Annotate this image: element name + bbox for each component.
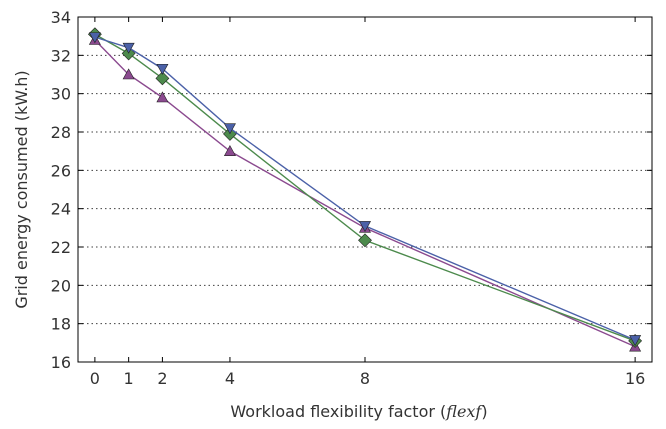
y-tick-label-20: 20: [51, 276, 71, 295]
series-0-point-2: [156, 91, 169, 103]
y-tick-label-24: 24: [51, 200, 71, 219]
series-line-1: [94, 33, 636, 342]
y-tick-label-30: 30: [51, 85, 71, 104]
series-0-point-1: [122, 68, 135, 80]
x-axis-label-prefix: Workload flexibility factor (: [230, 402, 446, 421]
series-2-point-2: [156, 63, 169, 75]
series-2: [88, 32, 642, 347]
x-axis-label-suffix: ): [481, 402, 487, 421]
grid-lines: [78, 54, 652, 325]
y-tick-label-32: 32: [51, 46, 71, 65]
series-line-2: [94, 36, 636, 341]
x-tick-label-8: 8: [360, 369, 370, 388]
series-layer: [87, 27, 643, 352]
y-tick-label-26: 26: [51, 161, 71, 180]
series-0: [88, 33, 642, 352]
x-axis-label: Workload flexibility factor (flexf): [230, 402, 487, 421]
y-axis-label: Grid energy consumed (kW.h): [12, 70, 31, 308]
x-axis-label-math: flexf: [445, 402, 484, 421]
x-tick-label-4: 4: [225, 369, 235, 388]
y-tick-label-22: 22: [51, 238, 71, 257]
x-tick-label-16: 16: [625, 369, 645, 388]
y-tick-label-16: 16: [51, 353, 71, 372]
series-2-point-8: [358, 221, 372, 233]
x-tick-label-0: 0: [90, 369, 100, 388]
x-tick-label-1: 1: [124, 369, 134, 388]
series-1-point-8: [358, 233, 372, 248]
series-2-point-1: [122, 42, 135, 54]
series-2-point-4: [223, 123, 236, 135]
series-2-point-16: [629, 335, 642, 347]
series-2-point-0: [88, 32, 101, 44]
y-tick-label-18: 18: [51, 315, 71, 334]
y-tick-label-34: 34: [51, 8, 71, 27]
x-tick-label-2: 2: [157, 369, 167, 388]
series-1-point-2: [155, 71, 170, 86]
y-tick-label-28: 28: [51, 123, 71, 142]
series-0-point-4: [223, 145, 236, 156]
series-line-0: [94, 39, 636, 348]
